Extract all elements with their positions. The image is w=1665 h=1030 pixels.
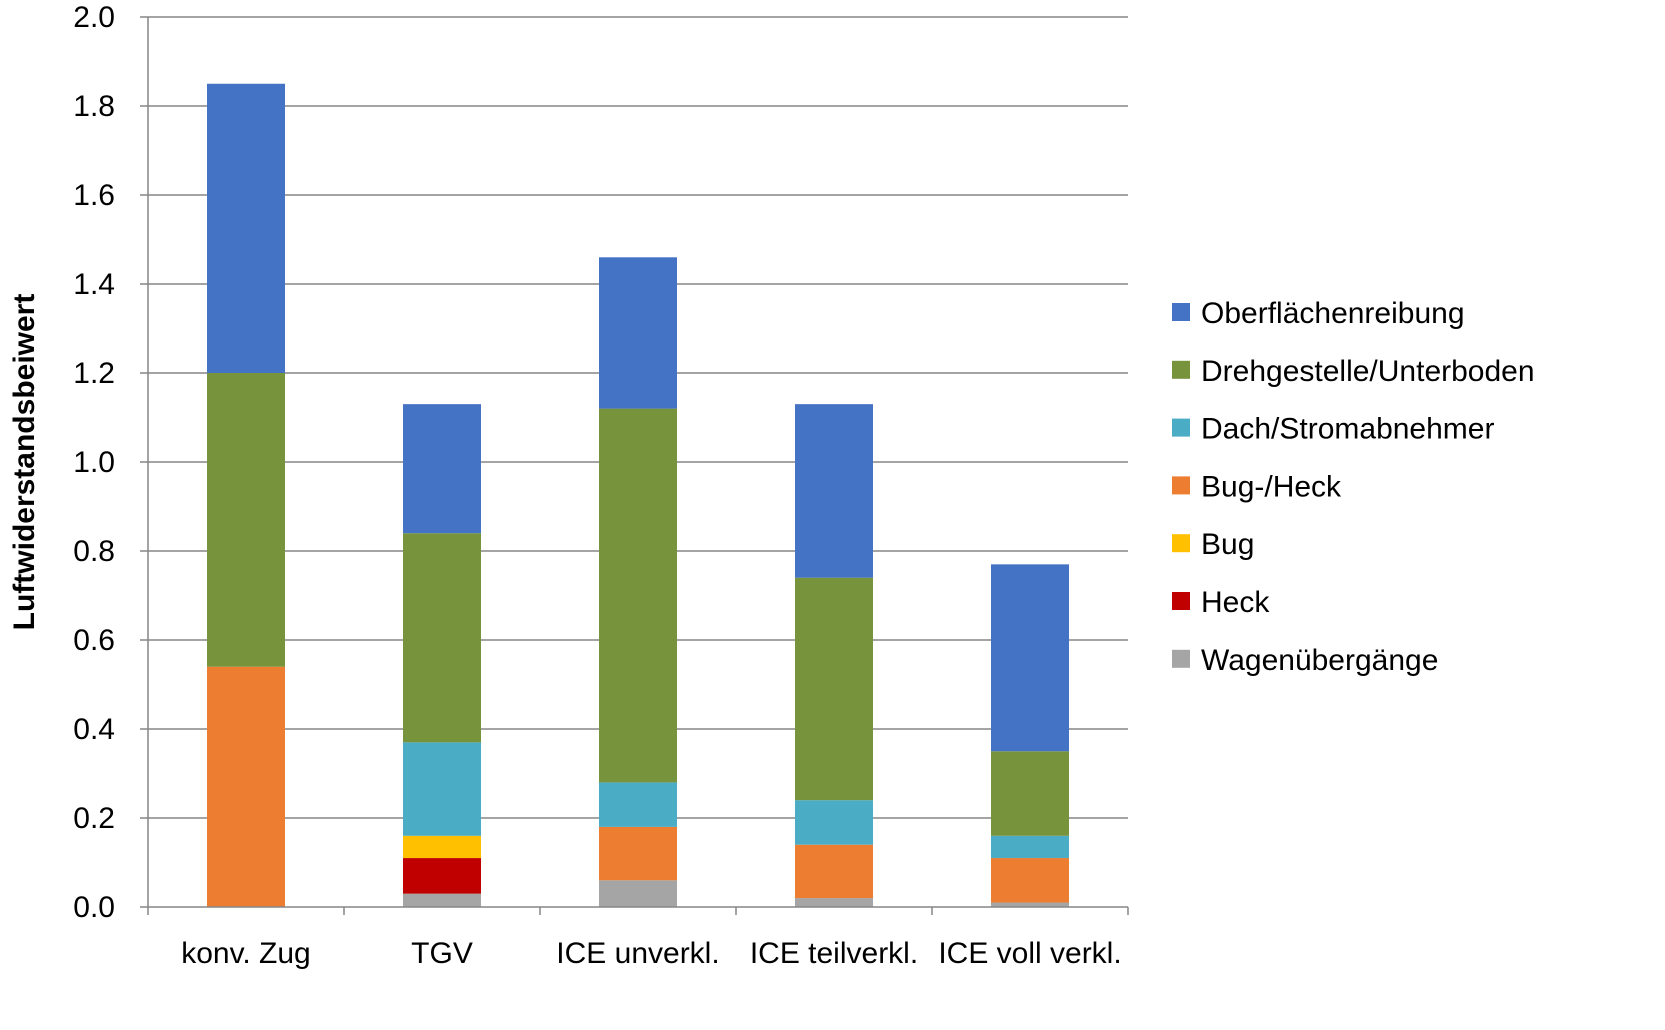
bar-segment	[795, 844, 873, 899]
y-tick-label: 0.8	[73, 535, 115, 568]
bar-segment	[403, 835, 481, 859]
tick-labels: 0.0 0.2 0.4 0.6 0.8 1.0 1.2 1.4 1.6 1.8 2.0 konv. Z…	[73, 1, 1121, 970]
bar-segment	[403, 533, 481, 743]
bar-segment	[599, 408, 677, 783]
bar-segment	[403, 893, 481, 907]
y-tick-label: 1.2	[73, 357, 115, 390]
legend: Oberflächenreibung Drehgestelle/Unterbode…	[1172, 297, 1535, 677]
bar-segment	[991, 858, 1069, 903]
x-tick-label: ICE unverkl.	[556, 937, 719, 970]
y-tick-label: 1.0	[73, 446, 115, 479]
bar-segment	[795, 404, 873, 578]
legend-label: Bug	[1201, 528, 1254, 561]
legend-label: Heck	[1201, 586, 1270, 619]
bar-segment	[403, 742, 481, 836]
legend-swatch	[1172, 649, 1190, 668]
legend-label: Dach/Stromabnehmer	[1201, 413, 1494, 446]
legend-swatch	[1172, 476, 1190, 495]
bar-segment	[795, 800, 873, 845]
legend-swatch	[1172, 360, 1190, 379]
bar-segment	[403, 858, 481, 894]
x-tick-label: konv. Zug	[181, 937, 311, 970]
y-tick-label: 1.8	[73, 90, 115, 123]
bar-segment	[795, 898, 873, 907]
y-tick-label: 1.6	[73, 179, 115, 212]
bar-segment	[599, 880, 677, 907]
y-tick-label: 0.0	[73, 891, 115, 924]
bar-segment	[991, 564, 1069, 752]
bar-segment	[991, 902, 1069, 907]
axes	[140, 16, 1129, 915]
bar-segment	[207, 666, 285, 907]
legend-label: Wagenübergänge	[1201, 644, 1438, 677]
y-axis-title: Luftwiderstandsbeiwert	[8, 294, 41, 631]
y-tick-label: 0.2	[73, 802, 115, 835]
bar-segment	[991, 751, 1069, 836]
bar-segment	[599, 782, 677, 827]
legend-label: Drehgestelle/Unterboden	[1201, 355, 1535, 388]
x-tick-label: ICE teilverkl.	[750, 937, 918, 970]
bar-segment	[207, 83, 285, 373]
legend-swatch	[1172, 534, 1190, 553]
bar-segment	[403, 404, 481, 534]
y-tick-label: 0.6	[73, 624, 115, 657]
legend-label: Bug-/Heck	[1201, 470, 1342, 503]
legend-swatch	[1172, 418, 1190, 437]
bar-segment	[991, 835, 1069, 859]
bar-segment	[599, 257, 677, 409]
legend-swatch	[1172, 303, 1190, 321]
y-tick-label: 1.4	[73, 268, 115, 301]
bar-segment	[599, 826, 677, 881]
y-tick-label: 0.4	[73, 713, 115, 746]
x-tick-label: TGV	[411, 937, 473, 970]
bar-segment	[207, 373, 285, 667]
bar-segment	[795, 577, 873, 801]
legend-label: Oberflächenreibung	[1201, 297, 1465, 330]
x-tick-label: ICE voll verkl.	[938, 937, 1121, 970]
legend-swatch	[1172, 592, 1190, 610]
bars	[207, 83, 1069, 907]
y-tick-label: 2.0	[73, 1, 115, 34]
